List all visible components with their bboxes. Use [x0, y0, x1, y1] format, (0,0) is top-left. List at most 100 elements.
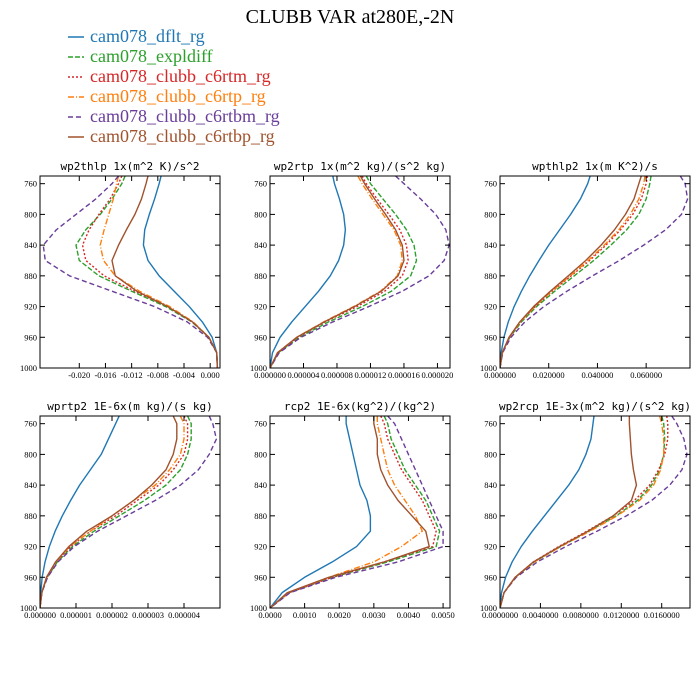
series-line: [75, 176, 219, 368]
x-tick-label: 0.0000000: [482, 610, 518, 620]
y-tick-label: 800: [484, 209, 497, 219]
series-line: [40, 416, 189, 608]
y-tick-label: 760: [484, 179, 497, 189]
y-tick-label: 960: [254, 332, 267, 342]
x-tick-label: 0.000004: [288, 370, 321, 380]
series-line: [42, 176, 219, 368]
x-tick-label: 0.000000: [254, 370, 286, 380]
x-tick-label: 0.000: [201, 370, 220, 380]
legend-entry: cam078_dflt_rg: [90, 26, 205, 46]
y-tick-label: 880: [254, 511, 267, 521]
series-line: [270, 176, 418, 368]
series-line: [500, 176, 591, 368]
x-tick-label: 0.000004: [168, 610, 201, 620]
legend-entry: cam078_expldiff: [90, 46, 213, 66]
y-tick-label: 880: [484, 271, 497, 281]
chart-panel: wp2thlp 1x(m^2 K)/s^2 1000 960 920 880 840 800…: [20, 160, 221, 380]
series-line: [40, 416, 192, 608]
series-line: [270, 416, 437, 608]
y-tick-label: 920: [24, 542, 37, 552]
y-tick-label: 880: [484, 511, 497, 521]
x-tick-label: 0.0050: [431, 610, 454, 620]
y-tick-label: 800: [484, 449, 497, 459]
y-tick-label: 800: [24, 209, 37, 219]
x-tick-label: -0.020: [68, 370, 90, 380]
chart-panel: wp2rcp 1E-3x(m^2 kg)/(s^2 kg) 1000 960 920 8…: [480, 400, 691, 620]
x-tick-label: 0.040000: [581, 370, 613, 380]
x-tick-label: -0.008: [147, 370, 169, 380]
legend-entry: cam078_clubb_c6rtbp_rg: [90, 126, 275, 146]
y-tick-label: 840: [24, 480, 37, 490]
legend-entry: cam078_clubb_c6rtp_rg: [90, 86, 266, 106]
y-tick-label: 880: [24, 271, 37, 281]
legend-entry: cam078_clubb_c6rtbm_rg: [90, 106, 280, 126]
series-line: [500, 416, 669, 608]
y-tick-label: 800: [24, 449, 37, 459]
series-line: [40, 416, 120, 608]
series-line: [40, 416, 178, 608]
series-line: [270, 416, 372, 608]
x-tick-label: 0.000000: [484, 370, 516, 380]
panel-title: rcp2 1E-6x(kg^2)/(kg^2): [284, 400, 436, 413]
x-tick-label: -0.012: [121, 370, 143, 380]
series-line: [270, 416, 424, 608]
y-tick-label: 1000: [20, 603, 37, 613]
y-tick-label: 760: [24, 419, 37, 429]
series-line: [270, 176, 403, 368]
y-tick-label: 760: [24, 179, 37, 189]
plot-frame: [39, 175, 221, 369]
plot-frame: [269, 415, 451, 609]
legend-entry: cam078_clubb_c6rtm_rg: [90, 66, 271, 86]
y-tick-label: 920: [254, 542, 267, 552]
panel-title: wp2rcp 1E-3x(m^2 kg)/(s^2 kg): [499, 400, 691, 413]
y-tick-label: 920: [24, 302, 37, 312]
y-tick-label: 1000: [250, 603, 267, 613]
x-tick-label: 0.000001: [60, 610, 92, 620]
legend: cam078_dflt_rgcam078_expldiffcam078_club…: [68, 26, 280, 146]
series-line: [500, 416, 595, 608]
x-tick-label: 0.000003: [132, 610, 164, 620]
y-tick-label: 960: [484, 572, 497, 582]
y-tick-label: 880: [24, 511, 37, 521]
x-tick-label: 0.020000: [533, 370, 565, 380]
series-line: [270, 176, 450, 368]
x-tick-label: 0.000012: [355, 370, 387, 380]
y-tick-label: 840: [254, 480, 267, 490]
panel-title: wpthlp2 1x(m K^2)/s: [532, 160, 658, 173]
x-tick-label: 0.060000: [630, 370, 662, 380]
chart-panel: wp2rtp 1x(m^2 kg)/(s^2 kg) 1000 960 920 880 8…: [250, 160, 453, 380]
panel-title: wp2rtp 1x(m^2 kg)/(s^2 kg): [274, 160, 446, 173]
series-line: [270, 176, 347, 368]
plot-frame: [269, 175, 451, 369]
series-line: [270, 176, 405, 368]
x-tick-label: 0.0020: [328, 610, 351, 620]
x-tick-label: 0.0160000: [644, 610, 680, 620]
plot-frame: [39, 415, 221, 609]
series-line: [270, 416, 444, 608]
panels: wp2thlp 1x(m^2 K)/s^2 1000 960 920 880 840 800…: [20, 160, 691, 620]
y-tick-label: 840: [484, 240, 497, 250]
series-line: [81, 176, 219, 368]
y-tick-label: 920: [254, 302, 267, 312]
x-tick-label: 0.0000: [258, 610, 281, 620]
y-tick-label: 840: [254, 240, 267, 250]
series-line: [500, 416, 666, 608]
x-tick-label: 0.0040000: [522, 610, 558, 620]
series-line: [500, 176, 689, 368]
x-tick-label: 0.000002: [96, 610, 128, 620]
y-tick-label: 960: [24, 332, 37, 342]
series-line: [111, 176, 219, 368]
x-tick-label: 0.0120000: [603, 610, 639, 620]
y-tick-label: 760: [254, 179, 267, 189]
y-tick-label: 840: [484, 480, 497, 490]
x-tick-label: 0.0010: [293, 610, 316, 620]
series-line: [99, 176, 219, 368]
x-tick-label: -0.004: [173, 370, 196, 380]
chart-panel: rcp2 1E-6x(kg^2)/(kg^2) 1000 960 920 880 840 8…: [250, 400, 455, 620]
x-tick-label: 0.000020: [422, 370, 454, 380]
y-tick-label: 1000: [20, 363, 37, 373]
series-line: [500, 416, 638, 608]
y-tick-label: 960: [24, 572, 37, 582]
x-tick-label: 0.000016: [388, 370, 420, 380]
